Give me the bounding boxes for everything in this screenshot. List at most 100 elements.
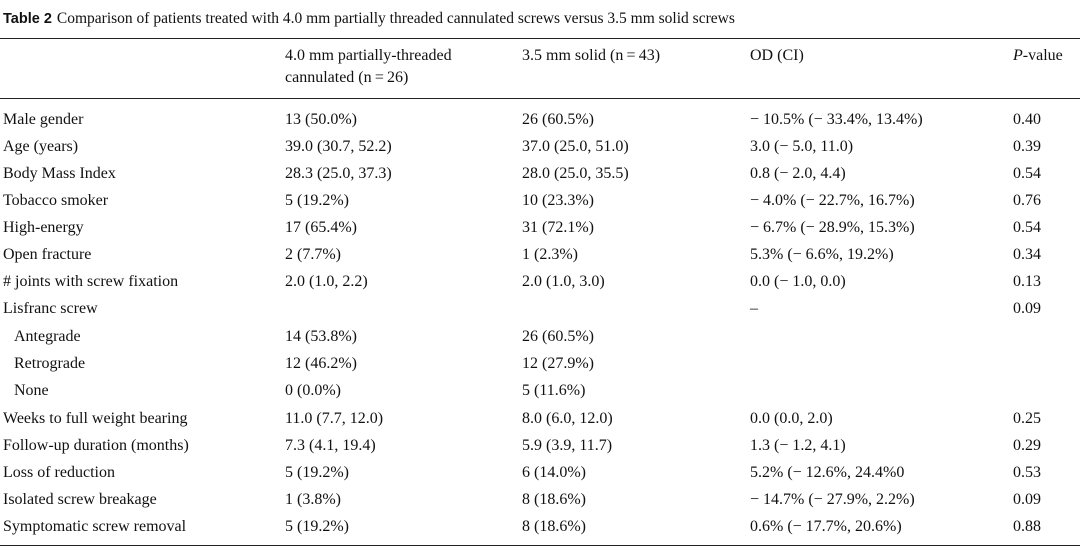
cell-cannulated: 5 (19.2%) [285, 192, 349, 209]
row-label: # joints with screw fixation [3, 273, 179, 290]
row-label: Tobacco smoker [3, 192, 109, 209]
row-label: Retrograde [14, 355, 86, 372]
cell-solid: 12 (27.9%) [522, 355, 594, 372]
table-row: Tobacco smoker 5 (19.2%) 10 (23.3%) − 4.… [0, 190, 1080, 217]
cell-solid: 31 (72.1%) [522, 219, 594, 236]
cell-p-value: 0.76 [1013, 192, 1041, 209]
cell-p-value: 0.40 [1013, 111, 1041, 128]
row-label: Lisfranc screw [3, 300, 98, 317]
cell-cannulated: 5 (19.2%) [285, 518, 349, 535]
bottom-rule [0, 545, 1080, 547]
cell-solid: 8.0 (6.0, 12.0) [522, 410, 613, 427]
table-label: Table 2 [3, 11, 52, 27]
cell-cannulated: 14 (53.8%) [285, 328, 357, 345]
cell-od-ci: 0.8 (− 2.0, 4.4) [750, 165, 846, 182]
cell-cannulated: 11.0 (7.7, 12.0) [285, 410, 384, 427]
cell-solid: 5 (11.6%) [522, 382, 586, 399]
header-p-letter: P [1013, 47, 1023, 64]
cell-od-ci: 0.0 (− 1.0, 0.0) [750, 273, 846, 290]
cell-solid: 10 (23.3%) [522, 192, 594, 209]
row-label: Isolated screw breakage [3, 491, 157, 508]
table-row: Loss of reduction 5 (19.2%) 6 (14.0%) 5.… [0, 462, 1080, 489]
table-row: Open fracture 2 (7.7%) 1 (2.3%) 5.3% (− … [0, 244, 1080, 271]
cell-od-ci: 1.3 (− 1.2, 4.1) [750, 437, 846, 454]
cell-cannulated: 28.3 (25.0, 37.3) [285, 165, 392, 182]
table-row: # joints with screw fixation 2.0 (1.0, 2… [0, 271, 1080, 298]
cell-solid: 5.9 (3.9, 11.7) [522, 437, 613, 454]
cell-cannulated: 2 (7.7%) [285, 246, 341, 263]
table-title: Comparison of patients treated with 4.0 … [56, 10, 735, 27]
table-row: Follow-up duration (months) 7.3 (4.1, 19… [0, 435, 1080, 462]
cell-p-value: 0.54 [1013, 165, 1041, 182]
cell-od-ci: − 4.0% (− 22.7%, 16.7%) [750, 192, 915, 209]
table-caption: Table 2 Comparison of patients treated wi… [3, 9, 735, 29]
cell-od-ci: − 10.5% (− 33.4%, 13.4%) [750, 111, 923, 128]
cell-solid: 37.0 (25.0, 51.0) [522, 138, 629, 155]
cell-p-value: 0.13 [1013, 273, 1041, 290]
row-label: Antegrade [14, 328, 81, 345]
cell-cannulated: 7.3 (4.1, 19.4) [285, 437, 376, 454]
row-label: Age (years) [3, 138, 79, 155]
cell-p-value: 0.29 [1013, 437, 1041, 454]
cell-od-ci: 5.3% (− 6.6%, 19.2%) [750, 246, 894, 263]
cell-solid: 26 (60.5%) [522, 111, 594, 128]
cell-cannulated: 0 (0.0%) [285, 382, 341, 399]
row-label: Male gender [3, 111, 84, 128]
table-row: Lisfranc screw – 0.09 [0, 298, 1080, 325]
row-label: Body Mass Index [3, 165, 116, 182]
cell-od-ci: 3.0 (− 5.0, 11.0) [750, 138, 854, 155]
header-cannulated: 4.0 mm partially-threaded cannulated (n … [285, 45, 452, 89]
cell-cannulated: 2.0 (1.0, 2.2) [285, 273, 368, 290]
cell-cannulated: 39.0 (30.7, 52.2) [285, 138, 392, 155]
cell-solid: 1 (2.3%) [522, 246, 578, 263]
table-row: Age (years) 39.0 (30.7, 52.2) 37.0 (25.0… [0, 136, 1080, 163]
cell-cannulated: 5 (19.2%) [285, 464, 349, 481]
cell-od-ci: − 6.7% (− 28.9%, 15.3%) [750, 219, 915, 236]
table-row: High-energy 17 (65.4%) 31 (72.1%) − 6.7%… [0, 217, 1080, 244]
table-row-sub: Retrograde 12 (46.2%) 12 (27.9%) [0, 353, 1080, 380]
table-row-sub: None 0 (0.0%) 5 (11.6%) [0, 380, 1080, 407]
table-row-sub: Antegrade 14 (53.8%) 26 (60.5%) [0, 326, 1080, 353]
cell-cannulated: 12 (46.2%) [285, 355, 357, 372]
row-label: Weeks to full weight bearing [3, 410, 188, 427]
header-od-ci: OD (CI) [750, 47, 804, 64]
cell-solid: 26 (60.5%) [522, 328, 594, 345]
header-solid: 3.5 mm solid (n = 43) [522, 47, 661, 64]
cell-p-value: 0.39 [1013, 138, 1041, 155]
row-label: Open fracture [3, 246, 92, 263]
cell-od-ci: 0.0 (0.0, 2.0) [750, 410, 833, 427]
header-p-suffix: -value [1022, 47, 1063, 64]
cell-od-ci: − 14.7% (− 27.9%, 2.2%) [750, 491, 915, 508]
table-row: Body Mass Index 28.3 (25.0, 37.3) 28.0 (… [0, 163, 1080, 190]
row-label: Loss of reduction [3, 464, 115, 481]
header-cannulated-line1: 4.0 mm partially-threaded [285, 47, 452, 64]
table-row: Isolated screw breakage 1 (3.8%) 8 (18.6… [0, 489, 1080, 516]
table-row: Symptomatic screw removal 5 (19.2%) 8 (1… [0, 516, 1080, 543]
cell-solid: 8 (18.6%) [522, 518, 586, 535]
cell-solid: 28.0 (25.0, 35.5) [522, 165, 629, 182]
cell-p-value: 0.54 [1013, 219, 1041, 236]
cell-p-value: 0.88 [1013, 518, 1041, 535]
cell-p-value: 0.09 [1013, 300, 1041, 317]
header-p-value: P-value [1013, 45, 1063, 67]
cell-p-value: 0.09 [1013, 491, 1041, 508]
cell-cannulated: 17 (65.4%) [285, 219, 357, 236]
row-label: Follow-up duration (months) [3, 437, 189, 454]
cell-od-ci: 0.6% (− 17.7%, 20.6%) [750, 518, 902, 535]
header-cannulated-line2: cannulated (n = 26) [285, 69, 409, 86]
row-label: Symptomatic screw removal [3, 518, 187, 535]
header-rule [0, 98, 1080, 100]
row-label: None [14, 382, 49, 399]
table-row: Weeks to full weight bearing 11.0 (7.7, … [0, 408, 1080, 435]
cell-cannulated: 13 (50.0%) [285, 111, 357, 128]
cell-p-value: 0.53 [1013, 464, 1041, 481]
cell-cannulated: 1 (3.8%) [285, 491, 341, 508]
row-label: High-energy [3, 219, 84, 236]
top-rule [0, 38, 1080, 40]
cell-solid: 2.0 (1.0, 3.0) [522, 273, 605, 290]
cell-p-value: 0.25 [1013, 410, 1041, 427]
cell-p-value: 0.34 [1013, 246, 1041, 263]
cell-od-ci: 5.2% (− 12.6%, 24.4%0 [750, 464, 905, 481]
cell-od-ci: – [750, 300, 758, 317]
cell-solid: 6 (14.0%) [522, 464, 586, 481]
